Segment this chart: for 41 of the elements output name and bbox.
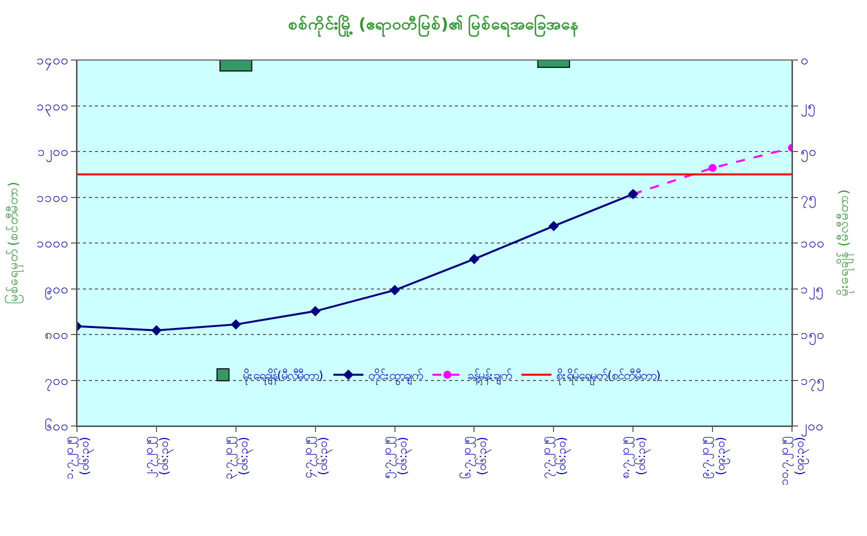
y2-tick-label: ၇၅: [800, 190, 817, 208]
point: [151, 325, 162, 336]
y2-tick-label: ၅၀: [800, 145, 817, 162]
point: [390, 284, 400, 296]
point: [548, 220, 559, 232]
x-tick-label: ၃.၇.၂၀၂၅ (၀၆:၃၀): [220, 436, 254, 480]
y2-tick-label: ၂၀၀: [800, 420, 824, 437]
y-tick-label: ၇၀၀: [44, 374, 68, 391]
y-tick-label: ၁၀၀၀: [36, 236, 68, 252]
chart-title: စစ်ကိုင်းမြို့ (ဧရာဝတီမြစ်)၏ မြစ်ရေအခြေအနေ: [288, 14, 579, 38]
y-tick-label: ၈၀၀: [44, 328, 68, 344]
y2-axis-title: မိုးရေချိန် (မီလီမီတာ): [836, 189, 854, 297]
y-tick-label: ၁၄၀၀: [36, 54, 68, 71]
legend-label: မိုးရေချိန်(မီလီမီတာ): [243, 367, 324, 386]
y2-tick-label: ၂၅: [800, 99, 816, 116]
y2-tick-label: ၁၂၅: [800, 282, 824, 300]
legend-label: စိုးရိမ်ရေမှတ်(စင်တီမီတာ): [556, 367, 661, 386]
y-axis-title: မြစ်ရေမှတ် (စင်တီမီတာ): [4, 182, 24, 304]
y2-tick-label: ၁၅၀: [800, 328, 825, 346]
x-tick-label: ၈.၇.၂၀၂၅ (၀၆:၃၀): [618, 436, 651, 478]
point: [310, 306, 321, 316]
x-tick-label: ၁.၇.၂၀၂၅ (၀၆:၃၀): [62, 436, 95, 480]
y-tick-label: ၁၃၀၀: [36, 99, 68, 116]
x-tick-label: ၁၀.၇.၂၀၂၅ (၀၉:၃၀): [777, 436, 810, 486]
x-tick-label: ၄.၇.၂၀၂၅ (၀၆:၃၀): [300, 436, 334, 478]
y-tick-label: ၁၂၀၀: [37, 145, 68, 162]
y-tick-label: ၉၀၀: [44, 282, 68, 300]
point: [469, 254, 480, 264]
y2-tick-label: ၀: [800, 54, 809, 69]
x-tick-label: ၅.၇.၂၀၂၅ (၀၆:၃၀): [380, 436, 412, 478]
x-tick-label: ၆.၇.၂၀၂၅ (၀၆:၃၀): [458, 436, 492, 478]
y2-tick-label: ၁၇၅: [800, 374, 825, 391]
x-tick-label: ၉.၇.၂၀၂၅ (၀၉:၃၀): [698, 436, 730, 478]
x-tick-label: ၂.၇.၂၀၂၅ (၀၆:၃၀): [142, 436, 174, 478]
y-tick-label: ၆၀၀: [44, 418, 68, 435]
legend-label: တိုင်းထွာချက်: [368, 367, 422, 386]
y2-tick-label: ၁၀၀: [800, 236, 825, 252]
x-tick-label: ၇.၇.၂၀၂၅ (၀၆:၃၀): [538, 436, 572, 478]
y-tick-label: ၁၁၀၀: [36, 190, 68, 206]
legend-label: ခန့်မှန်းချက်: [467, 367, 512, 386]
point: [230, 319, 242, 330]
